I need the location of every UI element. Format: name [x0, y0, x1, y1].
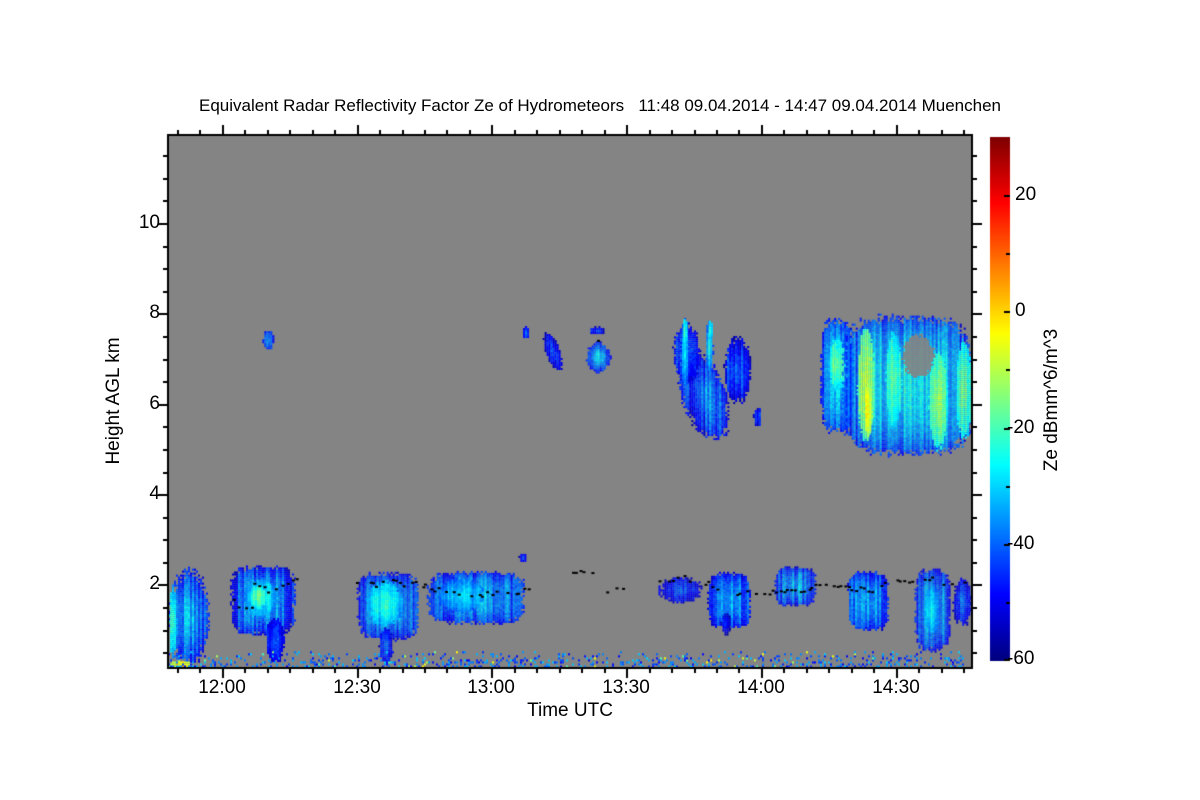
- colorbar-tick-label: 20: [1015, 184, 1037, 205]
- colorbar-tick-label: -40: [1007, 533, 1035, 554]
- colorbar-tick-label: 0: [1015, 300, 1026, 321]
- y-tick-label: 2: [149, 573, 160, 594]
- y-tick-label: 6: [149, 393, 160, 414]
- x-tick-label: 12:00: [198, 677, 246, 698]
- y-tick-label: 4: [149, 483, 160, 504]
- y-tick-label: 10: [138, 212, 160, 233]
- x-tick-label: 14:30: [872, 677, 920, 698]
- x-tick-label: 13:00: [467, 677, 515, 698]
- colorbar-tick-label: -60: [1007, 648, 1035, 669]
- x-tick-label: 13:30: [602, 677, 650, 698]
- y-tick-label: 8: [149, 302, 160, 323]
- x-axis-label: Time UTC: [527, 700, 613, 721]
- colorbar-label: Ze dBmm^6/m^3: [1041, 328, 1062, 472]
- x-tick-label: 12:30: [333, 677, 381, 698]
- chart-title: Equivalent Radar Reflectivity Factor Ze …: [199, 96, 1001, 115]
- x-tick-label: 14:00: [737, 677, 785, 698]
- colorbar-tick-label: -20: [1007, 417, 1035, 438]
